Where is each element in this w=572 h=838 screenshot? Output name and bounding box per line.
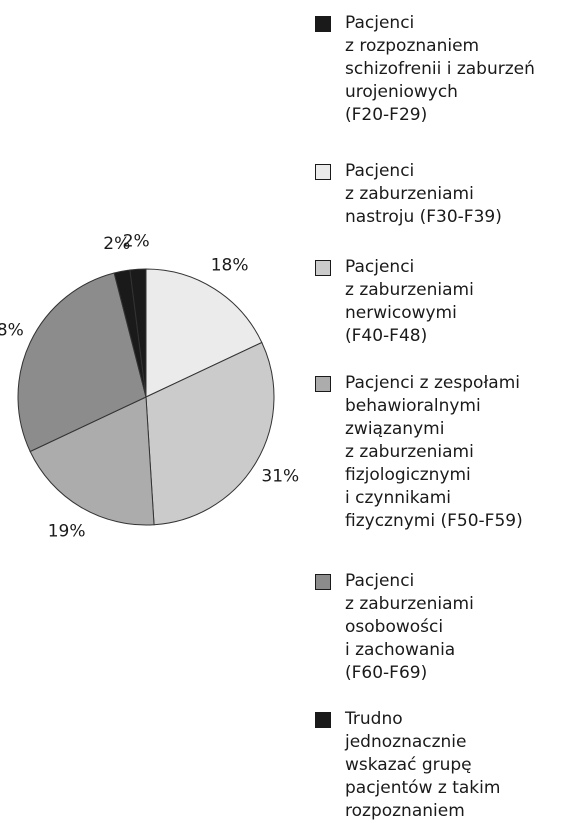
pie-slice — [29, 396, 155, 526]
legend-label: Pacjenci z zaburzeniami osobowości i zac… — [345, 571, 474, 683]
value-label: 31% — [261, 466, 299, 486]
legend-swatch — [315, 260, 331, 276]
pie-slice — [145, 341, 275, 526]
legend-swatch — [315, 712, 331, 728]
pie-slice — [129, 268, 147, 398]
legend-swatch — [315, 376, 331, 392]
legend-label: Pacjenci z zespołami behawioralnymi zwią… — [345, 373, 523, 531]
legend-label: Pacjenci z rozpoznaniem schizofrenii i z… — [345, 13, 535, 125]
legend-swatch — [315, 164, 331, 180]
legend-swatch — [315, 574, 331, 590]
value-label: 28% — [0, 321, 24, 341]
legend-label: Trudno jednoznacznie wskazać grupę pacje… — [345, 709, 501, 821]
value-label: 2% — [103, 234, 130, 254]
value-label: 2% — [123, 231, 150, 251]
chart: 18% 31% 19% 28% 2%2% — [0, 231, 299, 541]
legend-label: Pacjenci z zaburzeniami nastroju (F30-F3… — [345, 161, 502, 227]
pie-slice — [17, 272, 147, 453]
value-label: 18% — [211, 255, 249, 275]
legend-swatch — [315, 16, 331, 32]
legend-label: Pacjenci z zaburzeniami nerwicowymi (F40… — [345, 257, 474, 346]
pie-slice — [145, 268, 263, 398]
value-label: 19% — [48, 521, 86, 541]
